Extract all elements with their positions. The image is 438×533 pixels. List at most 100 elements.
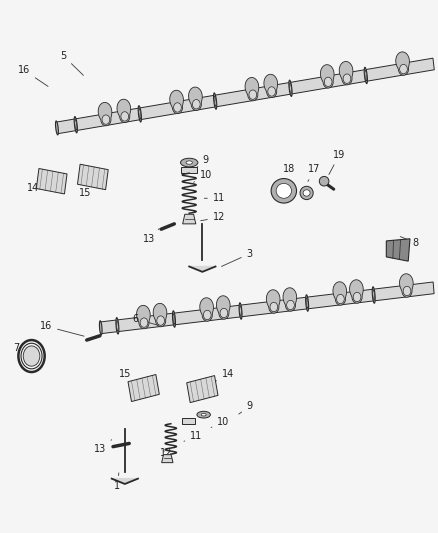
Ellipse shape [306,298,308,308]
Polygon shape [100,282,434,334]
Ellipse shape [180,158,198,167]
Ellipse shape [173,314,175,324]
Ellipse shape [99,321,102,335]
Polygon shape [181,167,197,173]
Ellipse shape [373,290,374,300]
Ellipse shape [186,161,192,164]
Ellipse shape [372,287,375,303]
Text: 9: 9 [197,155,209,167]
Text: 18: 18 [283,165,295,185]
Polygon shape [339,61,353,85]
Text: 11: 11 [184,431,202,441]
Ellipse shape [364,67,367,84]
Ellipse shape [289,80,292,96]
Ellipse shape [173,103,181,112]
Ellipse shape [157,316,165,325]
Polygon shape [189,87,202,110]
Polygon shape [78,164,108,190]
Polygon shape [112,479,138,484]
Polygon shape [36,168,67,194]
Ellipse shape [249,90,257,99]
Text: 12: 12 [201,213,225,222]
Text: 10: 10 [211,417,230,427]
Text: 14: 14 [212,369,234,383]
Polygon shape [216,296,230,319]
Ellipse shape [286,300,294,310]
Text: 3: 3 [222,249,253,266]
Polygon shape [117,99,131,123]
Ellipse shape [365,70,367,81]
Ellipse shape [102,115,110,124]
Ellipse shape [353,292,361,302]
Text: 11: 11 [204,193,225,203]
Polygon shape [162,455,173,463]
Polygon shape [283,288,297,311]
Text: 15: 15 [119,369,140,383]
Ellipse shape [138,106,141,122]
Text: 17: 17 [308,165,321,181]
Ellipse shape [319,176,329,186]
Ellipse shape [116,318,119,334]
Polygon shape [182,418,195,424]
Ellipse shape [324,77,332,86]
Text: 6: 6 [133,314,159,326]
Ellipse shape [56,121,58,135]
Text: 19: 19 [329,150,346,174]
Text: 15: 15 [79,182,95,198]
Ellipse shape [336,294,344,304]
Text: 12: 12 [160,448,173,458]
Ellipse shape [403,286,411,296]
Text: 16: 16 [40,321,84,336]
Polygon shape [264,74,278,98]
Polygon shape [321,64,334,88]
Polygon shape [200,298,213,321]
Ellipse shape [201,414,206,416]
Text: 1: 1 [114,473,120,491]
Polygon shape [396,52,410,75]
Text: 5: 5 [60,51,83,75]
Ellipse shape [75,119,77,130]
Text: 16: 16 [18,66,48,86]
Polygon shape [333,282,346,305]
Ellipse shape [214,93,217,109]
Text: 14: 14 [27,179,48,192]
Polygon shape [153,303,167,327]
Text: 13: 13 [94,440,112,454]
Ellipse shape [203,310,211,320]
Ellipse shape [240,306,241,316]
Text: 9: 9 [239,401,253,414]
Polygon shape [170,90,184,114]
Ellipse shape [173,311,176,327]
Ellipse shape [117,320,118,331]
Text: 8: 8 [400,237,418,247]
Ellipse shape [270,302,278,312]
Ellipse shape [197,411,210,418]
Ellipse shape [239,303,242,319]
Polygon shape [137,305,150,329]
Ellipse shape [74,117,78,133]
Ellipse shape [192,100,200,109]
Polygon shape [187,376,218,402]
Ellipse shape [300,186,313,200]
Text: 13: 13 [143,229,159,244]
Ellipse shape [268,87,276,96]
Ellipse shape [214,96,216,107]
Polygon shape [56,58,434,134]
Ellipse shape [276,183,292,198]
Polygon shape [189,266,215,272]
Text: 10: 10 [194,170,212,182]
Ellipse shape [23,346,40,366]
Polygon shape [350,280,363,303]
Polygon shape [399,274,413,297]
Ellipse shape [290,83,291,94]
Ellipse shape [343,74,351,83]
Ellipse shape [121,112,129,121]
Ellipse shape [139,109,141,119]
Polygon shape [183,214,196,224]
Ellipse shape [220,308,228,318]
Ellipse shape [271,179,297,203]
Polygon shape [98,102,112,126]
Polygon shape [266,290,280,313]
Polygon shape [128,375,159,401]
Ellipse shape [399,64,407,74]
